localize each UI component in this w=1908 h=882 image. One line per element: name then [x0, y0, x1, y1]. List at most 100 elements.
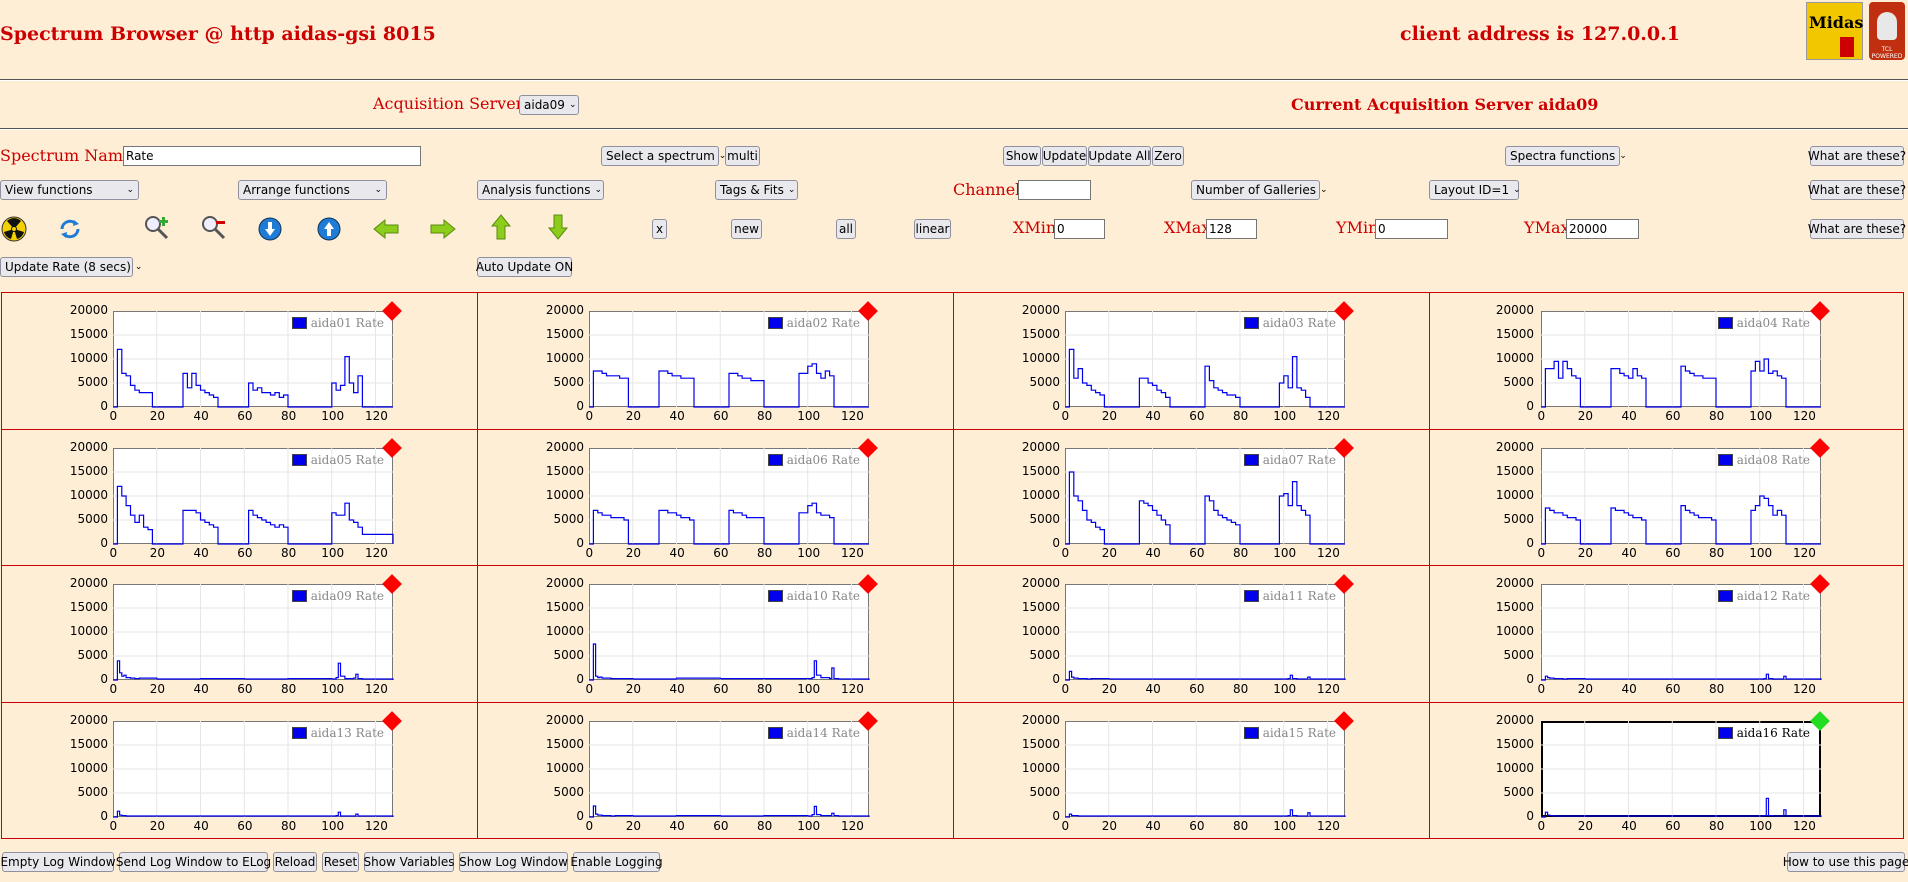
tcl-feather	[1877, 12, 1897, 40]
spectrum-panel[interactable]: 20000 15000 10000 5000 0 0 20 40 60 80 100 120 aida0…	[953, 428, 1430, 566]
footer-button[interactable]: Enable Logging	[570, 852, 663, 872]
linear-button[interactable]: linear	[914, 219, 951, 239]
x-tick-label: 0	[1537, 818, 1546, 833]
spectrum-panel[interactable]: 20000 15000 10000 5000 0 0 20 40 60 80 100 120 aida1…	[953, 565, 1430, 703]
current-server: Current Acquisition Server aida09	[1291, 95, 1599, 114]
footer-button[interactable]: Show Variables	[363, 852, 455, 872]
x-tick-label: 100	[321, 682, 345, 696]
auto-update-button[interactable]: Auto Update ON	[476, 257, 573, 277]
series-line	[1065, 670, 1346, 681]
what-are-these-button[interactable]: What are these?	[1808, 219, 1906, 239]
xmax-input[interactable]	[1206, 219, 1257, 239]
y-tick-label: 15000	[69, 736, 108, 751]
arrange-functions-dropdown[interactable]: Arrange functions ⌄	[238, 180, 387, 200]
y-tick-label: 20000	[1495, 439, 1534, 454]
ymin-input[interactable]	[1375, 219, 1448, 239]
footer-button[interactable]: Send Log Window to ELog	[116, 852, 271, 872]
spectrum-panel[interactable]: 20000 15000 10000 5000 0 0 20 40 60 80 100 120 aida1…	[953, 701, 1430, 839]
show-button[interactable]: Show	[1003, 146, 1041, 166]
legend-swatch	[291, 726, 307, 739]
x-tick-label: 100	[321, 818, 345, 833]
x-tick-label: 80	[281, 409, 297, 423]
spectrum-panel[interactable]: 20000 15000 10000 5000 0 0 20 40 60 80 100 120 aida1…	[477, 565, 954, 703]
y-tick-label: 10000	[1495, 351, 1534, 365]
update-button[interactable]: Update	[1042, 146, 1087, 166]
layout-dropdown[interactable]: Layout ID=1 ⌄	[1429, 180, 1521, 200]
x-tick-label: 40	[1145, 409, 1161, 423]
y-tick-label: 10000	[69, 487, 108, 502]
xmin-input[interactable]	[1054, 219, 1105, 239]
arrange-functions-label: Arrange functions	[243, 183, 350, 197]
legend-label: aida08 Rate	[1736, 452, 1810, 467]
y-tick-label: 10000	[1021, 351, 1060, 365]
what-are-these-button[interactable]: What are these?	[1808, 146, 1906, 166]
radiation-icon[interactable]	[0, 215, 28, 243]
all-button[interactable]: all	[836, 219, 856, 239]
spectrum-panel[interactable]: 20000 15000 10000 5000 0 0 20 40 60 80 100 120 aida0…	[1429, 428, 1904, 566]
zoom-in-icon[interactable]	[142, 213, 170, 241]
spectrum-panel[interactable]: 20000 15000 10000 5000 0 0 20 40 60 80 100 120 aida0…	[1, 565, 478, 703]
y-tick-label: 15000	[69, 463, 108, 478]
zero-button[interactable]: Zero	[1152, 146, 1184, 166]
y-tick-label: 20000	[1021, 303, 1060, 317]
multi-button[interactable]: multi	[725, 146, 760, 166]
x-button[interactable]: x	[652, 219, 667, 239]
x-tick-label: 20	[1577, 545, 1594, 560]
zoom-out-icon[interactable]	[199, 213, 227, 241]
spectrum-panel[interactable]: 20000 15000 10000 5000 0 0 20 40 60 80 100 120 aida0…	[1, 428, 478, 566]
footer-button[interactable]: Reset	[322, 852, 359, 872]
update-all-button[interactable]: Update All	[1088, 146, 1151, 166]
refresh-icon[interactable]	[56, 215, 84, 243]
series-line	[589, 363, 869, 408]
spectrum-panel[interactable]: 20000 15000 10000 5000 0 0 20 40 60 80 100 120 aida1…	[1, 701, 478, 839]
legend-label: aida14 Rate	[786, 725, 860, 740]
spectrum-panel[interactable]: 20000 15000 10000 5000 0 0 20 40 60 80 100 120 aida1…	[477, 701, 954, 839]
y-tick-label: 20000	[1495, 576, 1534, 590]
acq-server-select[interactable]: aida09 ⌄	[519, 95, 579, 115]
spectrum-panel[interactable]: 20000 15000 10000 5000 0 0 20 40 60 80 100 120 aida1…	[1429, 701, 1904, 839]
down-arrow-icon[interactable]	[544, 213, 572, 241]
left-arrow-icon[interactable]	[372, 215, 400, 243]
x-tick-label: 40	[193, 818, 209, 833]
spectrum-panel[interactable]: 20000 15000 10000 5000 0 0 20 40 60 80 100 120 aida0…	[953, 292, 1430, 430]
right-arrow-icon[interactable]	[429, 215, 457, 243]
new-button[interactable]: new	[731, 219, 762, 239]
series-line	[113, 810, 394, 818]
down-circle-icon[interactable]	[256, 215, 284, 243]
channel-input[interactable]	[1018, 180, 1091, 200]
y-tick-label: 10000	[69, 351, 108, 365]
what-are-these-button[interactable]: What are these?	[1808, 180, 1906, 200]
y-tick-label: 0	[100, 535, 108, 550]
ymax-input[interactable]	[1566, 219, 1639, 239]
footer-button[interactable]: Reload	[273, 852, 317, 872]
y-tick-label: 20000	[545, 712, 584, 727]
galleries-dropdown[interactable]: Number of Galleries ⌄	[1191, 180, 1328, 200]
analysis-functions-dropdown[interactable]: Analysis functions ⌄	[477, 180, 604, 200]
spectrum-panel[interactable]: 20000 15000 10000 5000 0 0 20 40 60 80 100 120 aida1…	[1429, 565, 1904, 703]
x-tick-label: 100	[321, 409, 345, 423]
tags-fits-dropdown[interactable]: Tags & Fits ⌄	[715, 180, 798, 200]
x-tick-label: 80	[1709, 682, 1725, 696]
up-circle-icon[interactable]	[315, 215, 343, 243]
update-rate-dropdown[interactable]: Update Rate (8 secs) ⌄	[0, 257, 142, 277]
footer-button[interactable]: Empty Log Window	[0, 852, 116, 872]
y-tick-label: 0	[576, 672, 584, 686]
spectrum-panel[interactable]: 20000 15000 10000 5000 0 0 20 40 60 80 100 120 aida0…	[477, 292, 954, 430]
footer-button[interactable]: Show Log Window	[459, 852, 568, 872]
select-spectrum-dropdown[interactable]: Select a spectrum ⌄	[601, 146, 726, 166]
spectrum-panel[interactable]: 20000 15000 10000 5000 0 0 20 40 60 80 100 120 aida0…	[1, 292, 478, 430]
spectrum-name-input[interactable]	[123, 146, 421, 166]
legend-label: aida04 Rate	[1736, 316, 1810, 330]
x-tick-label: 0	[585, 409, 594, 423]
legend-label: aida15 Rate	[1262, 725, 1336, 740]
view-functions-dropdown[interactable]: View functions ⌄	[0, 180, 139, 200]
legend: aida12 Rate	[1717, 589, 1810, 603]
how-to-use-button[interactable]: How to use this page	[1783, 852, 1908, 872]
x-tick-label: 80	[757, 545, 773, 560]
spectrum-panel[interactable]: 20000 15000 10000 5000 0 0 20 40 60 80 100 120 aida0…	[477, 428, 954, 566]
legend: aida11 Rate	[1243, 589, 1336, 603]
x-tick-label: 20	[149, 409, 166, 423]
spectrum-panel[interactable]: 20000 15000 10000 5000 0 0 20 40 60 80 100 120 aida0…	[1429, 292, 1904, 430]
up-arrow-icon[interactable]	[487, 213, 515, 241]
spectra-functions-dropdown[interactable]: Spectra functions ⌄	[1505, 146, 1627, 166]
